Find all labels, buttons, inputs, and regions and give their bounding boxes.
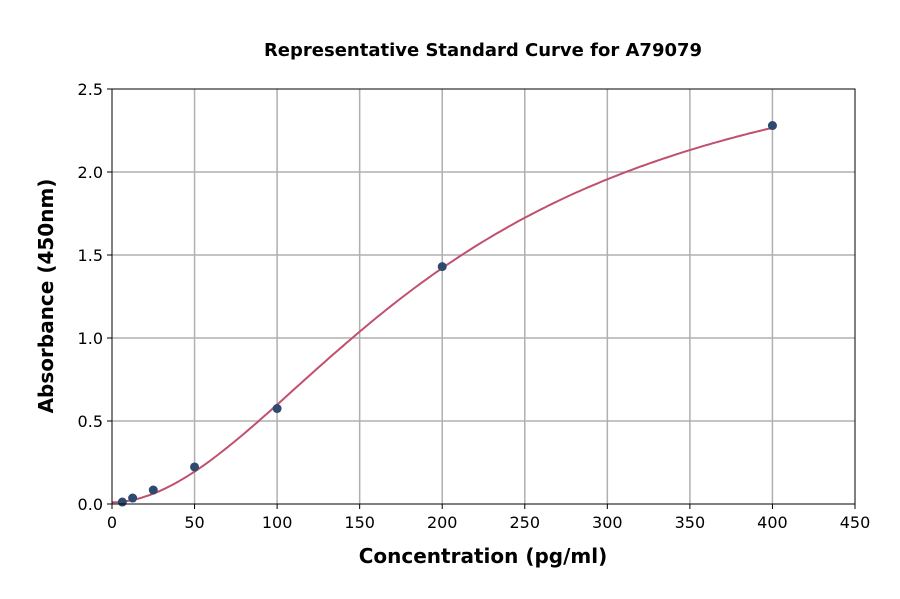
data-point xyxy=(128,493,138,503)
y-tick-label: 0.5 xyxy=(78,412,103,431)
y-axis-label: Absorbance (450nm) xyxy=(34,179,58,414)
y-tick-label: 1.5 xyxy=(78,246,103,265)
x-tick-label: 50 xyxy=(184,513,204,532)
data-point xyxy=(272,404,282,414)
data-point xyxy=(117,497,127,507)
x-ticks: 0 50 100 150 200 250 300 350 400 450 xyxy=(107,504,870,532)
plot-frame xyxy=(111,88,856,505)
data-point xyxy=(148,485,158,495)
y-tick-label: 2.0 xyxy=(78,163,103,182)
x-tick-label: 100 xyxy=(262,513,293,532)
x-tick-label: 300 xyxy=(592,513,623,532)
x-tick-label: 450 xyxy=(840,513,871,532)
y-tick-label: 1.0 xyxy=(78,329,103,348)
x-tick-label: 400 xyxy=(757,513,788,532)
x-tick-label: 150 xyxy=(344,513,375,532)
data-point xyxy=(767,121,777,131)
x-tick-label: 250 xyxy=(510,513,541,532)
y-ticks: 0.0 0.5 1.0 1.5 2.0 2.5 xyxy=(78,80,112,514)
data-points xyxy=(117,121,777,507)
x-tick-label: 0 xyxy=(107,513,117,532)
x-tick-label: 200 xyxy=(427,513,458,532)
data-point xyxy=(437,262,447,272)
x-axis-label: Concentration (pg/ml) xyxy=(359,544,608,568)
grid xyxy=(112,89,855,504)
x-tick-label: 350 xyxy=(675,513,706,532)
y-tick-label: 0.0 xyxy=(78,495,103,514)
data-point xyxy=(190,462,200,472)
y-tick-label: 2.5 xyxy=(78,80,103,99)
chart-title: Representative Standard Curve for A79079 xyxy=(264,40,702,61)
